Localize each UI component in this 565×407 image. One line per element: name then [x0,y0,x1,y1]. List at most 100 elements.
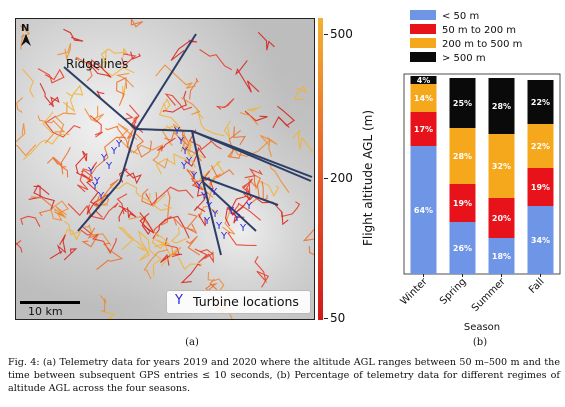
bar-segment [527,168,554,206]
flight-track [96,90,105,99]
flight-track [19,25,31,50]
flight-track [128,216,160,238]
flight-track [294,85,308,101]
flight-track [22,68,35,98]
colorbar-tick-label: 50 [330,311,346,325]
bar-data-label: 34% [531,236,550,245]
flight-track [116,77,128,107]
flight-track [308,245,314,256]
bar-data-label: 22% [531,142,550,151]
colorbar-axis-label: Flight altitude AGL (m) [361,109,375,247]
flight-track [170,39,198,61]
bar-segment [410,146,437,274]
flight-track [75,56,93,82]
bar-data-label: 25% [453,99,472,108]
flight-track [76,161,98,193]
flight-track [180,263,201,284]
flight-track [81,170,93,182]
flight-track [124,112,139,132]
flight-track [50,205,67,221]
flight-track [223,120,232,139]
flight-track [81,173,101,207]
flight-track [39,83,60,108]
flight-track [156,137,176,152]
legend-swatch [410,52,436,62]
flight-track [128,104,144,134]
bar-data-label: 4% [417,76,431,85]
legend-turbine-label: Turbine locations [193,294,299,309]
bar-data-label: 32% [492,162,511,171]
flight-track [247,106,261,112]
flight-track [155,153,196,175]
flight-track [16,97,24,113]
flight-track [172,123,186,152]
flight-track [141,188,158,207]
figure-caption: Fig. 4: (a) Telemetry data for years 201… [8,357,560,394]
turbine-marker-icon: Y [239,223,247,234]
x-axis-label: Season [464,322,500,333]
bar-segment [410,84,437,112]
flight-track [257,31,275,51]
turbine-marker-icon: Y [93,176,101,187]
legend-label: 50 m to 200 m [442,25,516,36]
flight-track [89,114,104,138]
bar-segment [488,198,515,238]
bar-data-label: 17% [414,125,433,134]
turbine-marker-icon: Y [190,171,198,182]
bar-segment [527,80,554,124]
flight-track [170,226,188,244]
flight-track [186,235,201,256]
flight-track [164,237,180,258]
flight-track [37,115,66,144]
flight-track [244,168,263,179]
north-label: N [21,23,30,34]
colorbar-tick [324,178,328,179]
bar-data-label: 19% [453,199,472,208]
bar-segment [449,222,476,274]
colorbar [318,18,323,320]
bar-segment [527,206,554,274]
ridgeline [77,181,121,232]
turbine-marker-icon: Y [195,181,203,192]
flight-track [63,248,78,261]
flight-track [133,131,152,158]
flight-track [139,243,151,261]
flight-track [81,227,100,248]
flight-track [160,189,171,226]
flight-track [126,129,134,149]
bar-segment [410,112,437,146]
flight-track [225,206,245,227]
flight-track [102,310,116,319]
turbine-marker-icon: Y [227,206,235,217]
bar-segment [488,238,515,274]
flight-track [145,186,194,206]
flight-track [181,97,201,115]
turbine-marker-icon: Y [181,146,189,157]
flight-track [57,42,72,61]
north-arrow-icon [21,34,31,46]
bar-data-label: 18% [492,252,511,261]
flight-track [227,130,243,159]
legend-label: < 50 m [442,11,479,22]
legend-swatch [410,10,436,20]
flight-track [248,174,261,206]
turbine-marker-icon: Y [177,136,185,147]
ridgeline [119,128,137,183]
flight-track [207,173,221,202]
flight-track [302,228,314,242]
bar-data-label: 14% [414,94,433,103]
flight-track [54,101,76,135]
ridgeline [201,176,222,256]
flight-track [199,160,225,189]
flight-track [100,295,107,313]
turbine-marker-icon: Y [205,201,213,212]
turbine-marker-icon: Y [115,139,123,150]
flight-track [235,60,260,93]
flight-track [110,182,151,203]
ridgeline [135,33,197,130]
bar-data-label: 64% [414,206,433,215]
turbine-marker-icon: Y [87,166,95,177]
flight-track [118,205,137,218]
flight-track [117,226,146,252]
